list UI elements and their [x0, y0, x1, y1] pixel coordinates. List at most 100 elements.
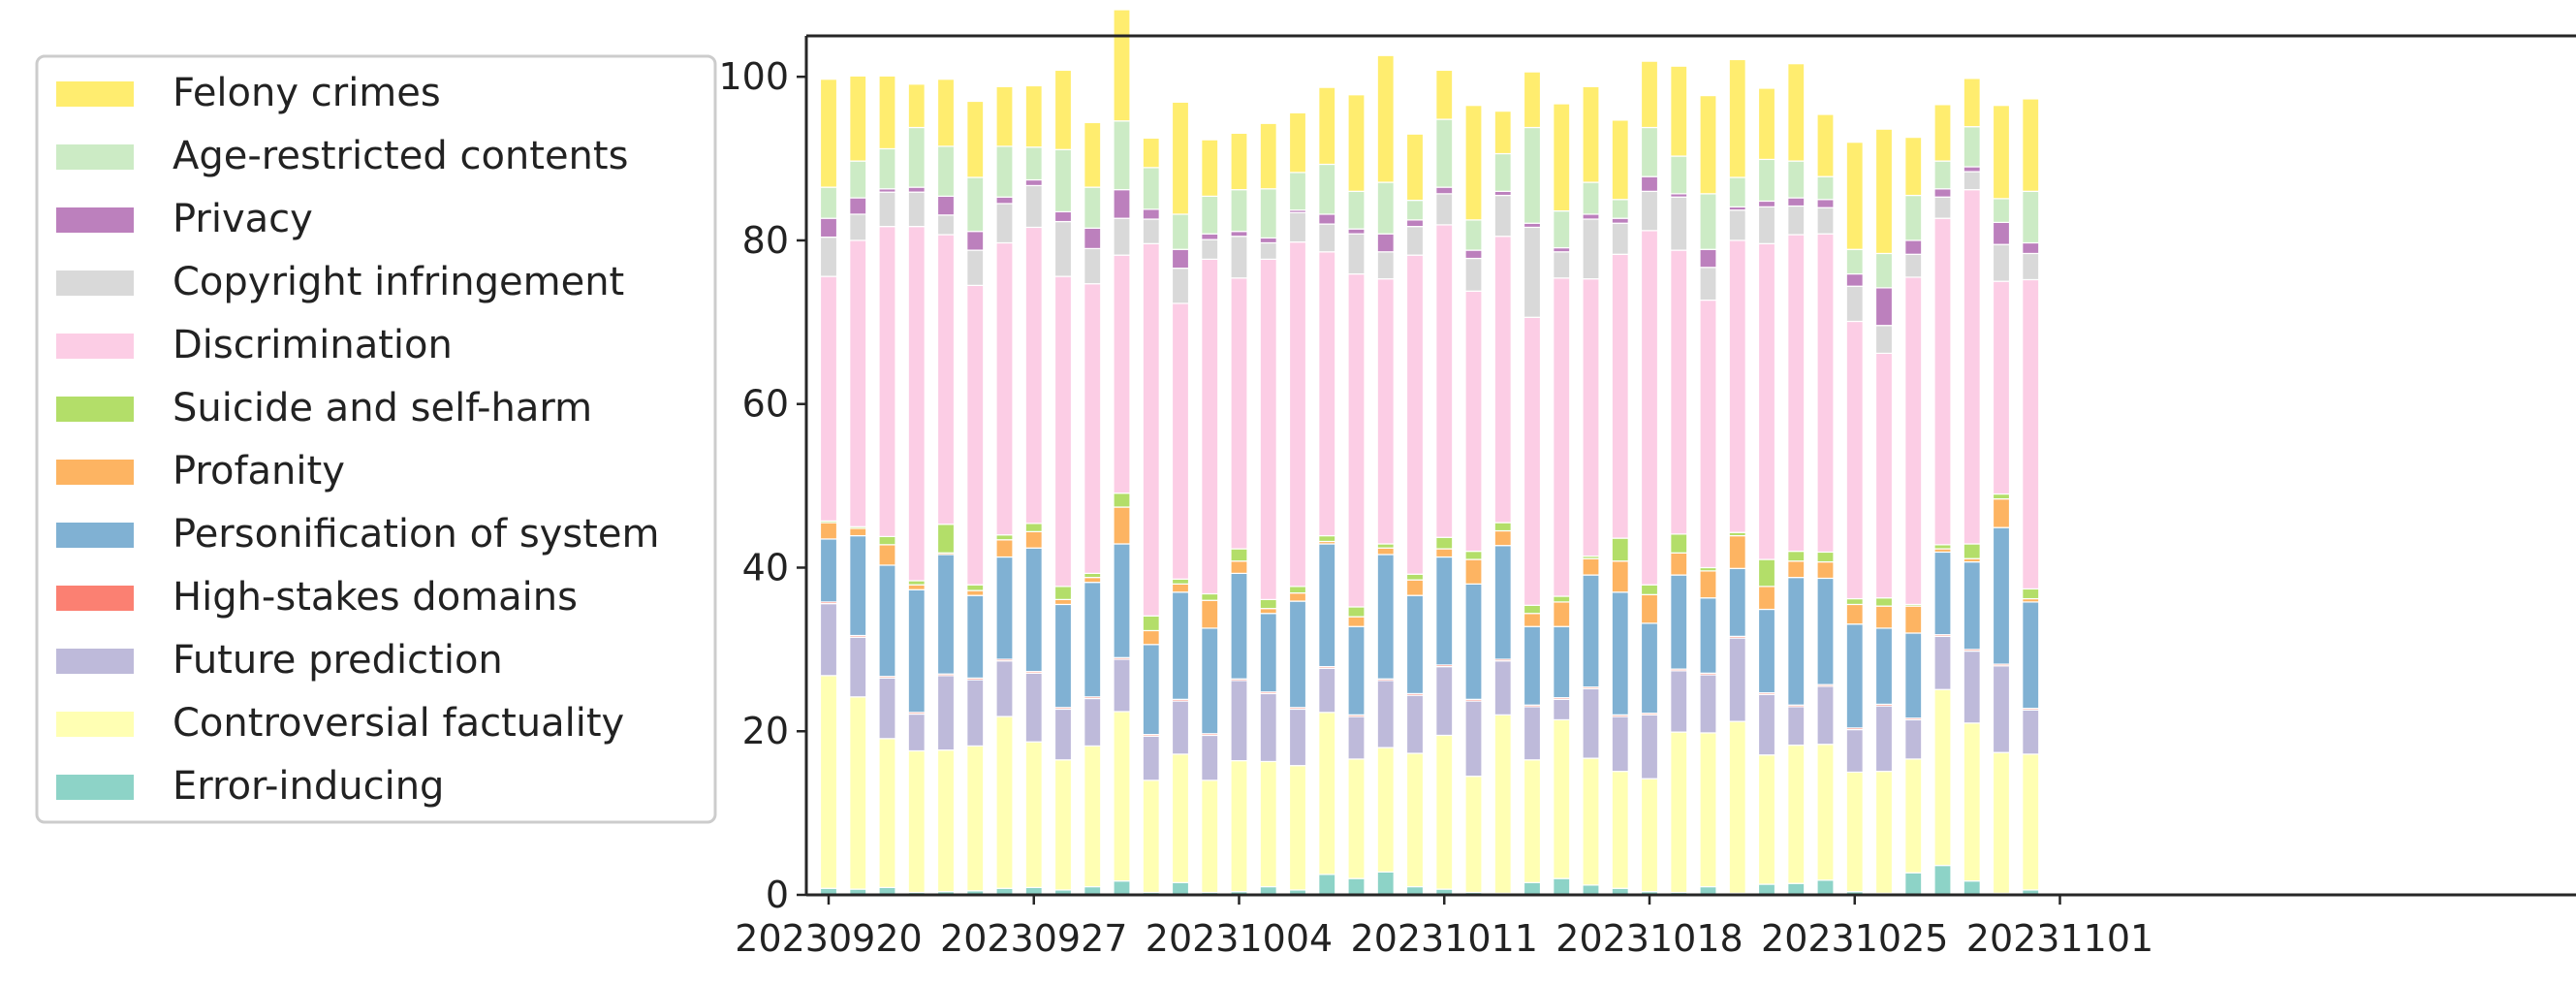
bar-segment: [1640, 60, 1659, 129]
bar-segment: [878, 738, 896, 889]
bar-segment: [1582, 213, 1600, 220]
bar-segment: [1728, 637, 1746, 722]
bar-segment: [1553, 718, 1571, 879]
bar-segment: [1053, 598, 1073, 606]
bar-segment: [1464, 219, 1483, 251]
bar-segment: [1904, 137, 1923, 197]
bar-segment: [1699, 674, 1717, 734]
bar-segment: [1347, 877, 1366, 896]
bar-segment: [1992, 243, 2011, 282]
bar-segment: [1757, 558, 1776, 588]
bar-segment: [1230, 231, 1248, 238]
legend-swatch: [56, 270, 134, 296]
bar-segment: [849, 197, 867, 215]
bar-segment: [1523, 71, 1542, 129]
bar-segment: [1405, 219, 1425, 228]
bar-segment: [1347, 190, 1366, 230]
bar-segment: [1523, 613, 1542, 627]
bar-segment: [1670, 533, 1688, 554]
x-tick-label: 20230920: [735, 917, 922, 960]
bar-segment: [1201, 779, 1219, 894]
bar-segment: [1464, 700, 1483, 778]
legend-label: Suicide and self-harm: [173, 386, 592, 430]
bar-segment: [1142, 167, 1160, 210]
bar-segment: [1816, 577, 1835, 685]
x-tick-label: 20231025: [1761, 917, 1948, 960]
bar-segment: [936, 554, 956, 675]
bar-segment: [1405, 573, 1425, 581]
bar-segment: [1933, 196, 1952, 219]
y-tick-label: 20: [742, 710, 789, 752]
bar-segment: [1611, 119, 1629, 201]
bar-segment: [1670, 249, 1688, 535]
bar-segment: [1904, 605, 1923, 634]
bar-segment: [1493, 714, 1512, 894]
y-tick-label: 40: [742, 546, 789, 588]
legend-label: Personification of system: [173, 512, 659, 557]
bar-segment: [1024, 178, 1043, 187]
bar-segment: [1435, 118, 1454, 188]
bar-segment: [1816, 175, 1835, 201]
bar-segment: [1405, 254, 1425, 575]
bar-segment: [1113, 254, 1131, 494]
bar-segment: [907, 126, 926, 188]
bar-segment: [1288, 586, 1307, 594]
bar-segment: [1904, 632, 1923, 719]
bar-segment: [1699, 193, 1717, 250]
bar-segment: [1963, 722, 1981, 882]
bar-segment: [878, 226, 896, 538]
bar-segment: [966, 594, 985, 679]
bar-segment: [936, 749, 956, 893]
bar-segment: [1787, 706, 1806, 747]
bar-segment: [849, 636, 867, 698]
bar-segment: [1318, 251, 1336, 537]
bar-segment: [1728, 58, 1746, 178]
y-tick-label: 60: [742, 383, 789, 426]
bar-segment: [1318, 86, 1336, 166]
bar-segment: [1464, 257, 1483, 292]
bar-segment: [936, 234, 956, 525]
bar-segment: [1142, 137, 1160, 169]
bar-segment: [1053, 586, 1073, 600]
bar-segment: [907, 83, 926, 129]
bar-segment: [1963, 126, 1981, 168]
bar-segment: [1963, 171, 1981, 191]
bar-segment: [1024, 184, 1043, 229]
bar-segment: [1201, 258, 1219, 595]
bar-segment: [1053, 148, 1073, 213]
bar-segment: [1787, 550, 1806, 562]
bar-segment: [1084, 572, 1102, 579]
legend-label: Felony crimes: [173, 71, 441, 115]
legend-swatch: [56, 649, 134, 674]
legend-swatch: [56, 144, 134, 170]
bar-segment: [1670, 196, 1688, 251]
legend-swatch: [56, 397, 134, 422]
bar-segment: [1553, 103, 1571, 212]
bar-segment: [995, 556, 1014, 660]
bar-segment: [1992, 198, 2011, 223]
x-tick-label: 20231101: [1966, 917, 2153, 960]
bar-segment: [1142, 208, 1160, 220]
bar-segment: [1699, 732, 1717, 888]
bar-segment: [1435, 548, 1454, 558]
bar-segment: [1582, 884, 1600, 896]
bar-segment: [936, 214, 956, 236]
x-tick-label: 20231018: [1555, 917, 1743, 960]
bar-segment: [1787, 205, 1806, 236]
bar-segment: [907, 749, 926, 894]
bar-segment: [966, 284, 985, 586]
bar-segment: [1553, 277, 1571, 597]
bar-segment: [1053, 275, 1073, 588]
bar-segment: [1259, 241, 1277, 260]
bar-segment: [1757, 206, 1776, 244]
bar-segment: [1464, 583, 1483, 700]
bar-segment: [995, 85, 1014, 147]
bar-segment: [1816, 207, 1835, 235]
bar-segment: [1874, 352, 1894, 599]
bar-segment: [1405, 579, 1425, 596]
bar-segment: [1201, 233, 1219, 240]
bar-segment: [1699, 299, 1717, 569]
bar-segment: [1318, 543, 1336, 668]
bar-segment: [1318, 223, 1336, 253]
legend-swatch: [56, 712, 134, 737]
